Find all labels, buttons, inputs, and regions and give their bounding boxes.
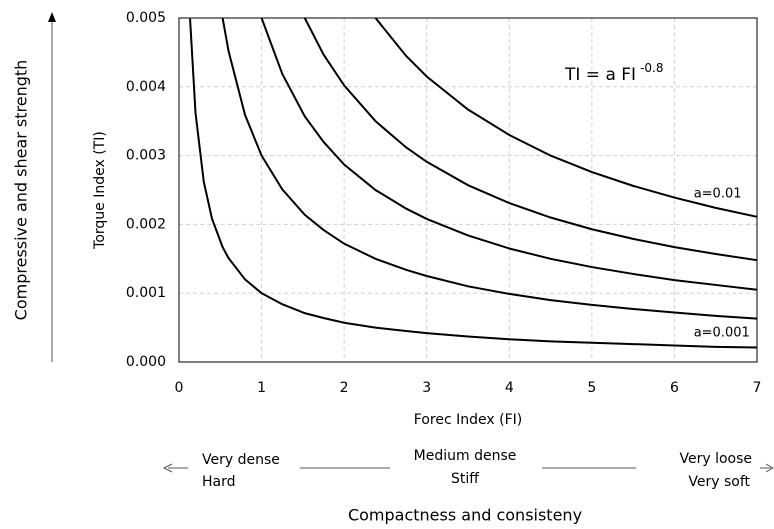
curve [303, 17, 758, 262]
formula-exponent: -0.8 [640, 61, 663, 75]
outer-x-label: Compactness and consisteny [348, 506, 582, 525]
y-tick-label: 0.003 [126, 148, 166, 164]
curve [221, 17, 758, 320]
y-tick-label: 0.000 [126, 354, 166, 370]
curve [189, 18, 758, 349]
formula-text: TI = a FI [564, 65, 636, 85]
scale-label: Very loose [679, 451, 752, 467]
scale-arrowhead [765, 463, 774, 473]
scale-label: Very dense [202, 452, 280, 468]
x-tick-label: 5 [587, 380, 596, 396]
x-tick-label: 6 [670, 380, 679, 396]
y-tick-label: 0.002 [126, 216, 166, 232]
x-tick-label: 4 [505, 380, 514, 396]
y-tick-label: 0.005 [126, 10, 166, 26]
y-axis-label: Torque Index (TI) [92, 131, 108, 250]
curve-label: a=0.01 [694, 186, 742, 201]
x-tick-label: 1 [257, 380, 266, 396]
scale-label: Hard [202, 474, 236, 490]
curves [189, 17, 758, 349]
x-axis-label: Forec Index (FI) [414, 412, 522, 428]
formula: TI = a FI -0.8 [564, 61, 664, 86]
scale-label: Very soft [688, 474, 750, 490]
outer-y-label: Compressive and shear strength [12, 60, 31, 321]
x-tick-label: 7 [753, 380, 762, 396]
grid [178, 17, 758, 363]
curve [260, 17, 758, 291]
y-tick-label: 0.004 [126, 79, 166, 95]
scale-arrowhead [162, 463, 173, 473]
plot-frame [178, 17, 758, 363]
scale-label: Stiff [451, 471, 479, 487]
outer-y-arrowhead [48, 12, 56, 22]
x-tick-label: 0 [175, 380, 184, 396]
y-tick-label: 0.001 [126, 285, 166, 301]
curve-label: a=0.001 [694, 325, 750, 340]
scale-label: Medium dense [414, 448, 517, 464]
x-tick-label: 3 [422, 380, 431, 396]
curve [374, 17, 758, 218]
x-tick-label: 2 [340, 380, 349, 396]
